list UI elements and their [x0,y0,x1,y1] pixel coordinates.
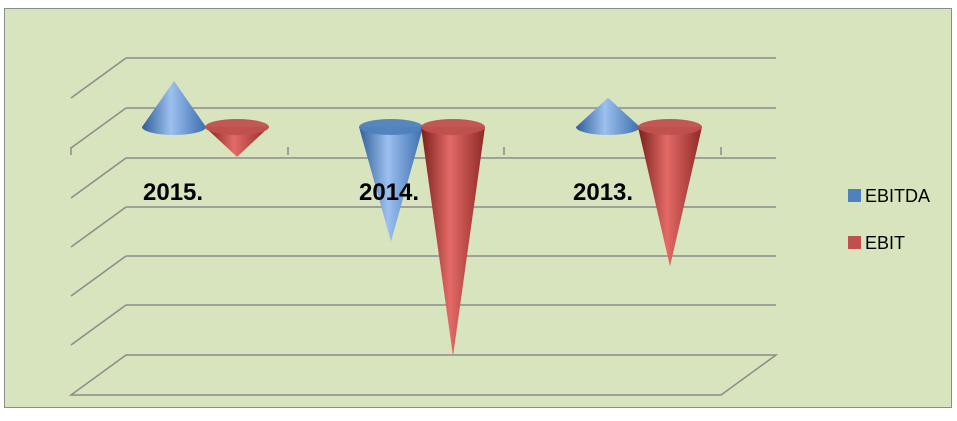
cone-cap [421,119,485,135]
legend-label-ebit: EBIT [865,233,905,253]
cone-body [421,127,485,356]
gridline-side [70,107,127,149]
cone-body [205,127,269,157]
cone-cap [205,119,269,135]
gridline-side [70,255,127,297]
cone-ebitda-2 [576,97,640,135]
gridline-side [70,57,127,99]
category-label: 2014. [359,179,419,206]
chart-floor [68,354,779,396]
cone-ebit-0 [205,119,269,157]
cone-ebitda-0 [142,81,206,135]
cone-body [576,97,640,135]
chart-area: 2015. 2014. 2013. EBITDA EBIT [4,8,952,408]
gridline-side [70,304,127,346]
category-label: 2013. [573,179,633,206]
cone-cap [638,119,702,135]
legend-swatch-ebit [848,236,861,249]
cone-body [359,127,423,242]
chart-svg: 2015. 2014. 2013. EBITDA EBIT [68,57,930,396]
cone-body [638,127,702,267]
cone-ebit-1 [421,119,485,356]
cone-ebit-2 [638,119,702,267]
cone-body [142,81,206,135]
gridline-side [70,157,127,199]
gridline-side [70,206,127,248]
cone-cap [359,119,423,135]
cone-ebitda-1 [359,119,423,242]
category-label: 2015. [143,179,203,206]
legend-swatch-ebitda [848,189,861,202]
legend-label-ebitda: EBITDA [865,186,930,206]
